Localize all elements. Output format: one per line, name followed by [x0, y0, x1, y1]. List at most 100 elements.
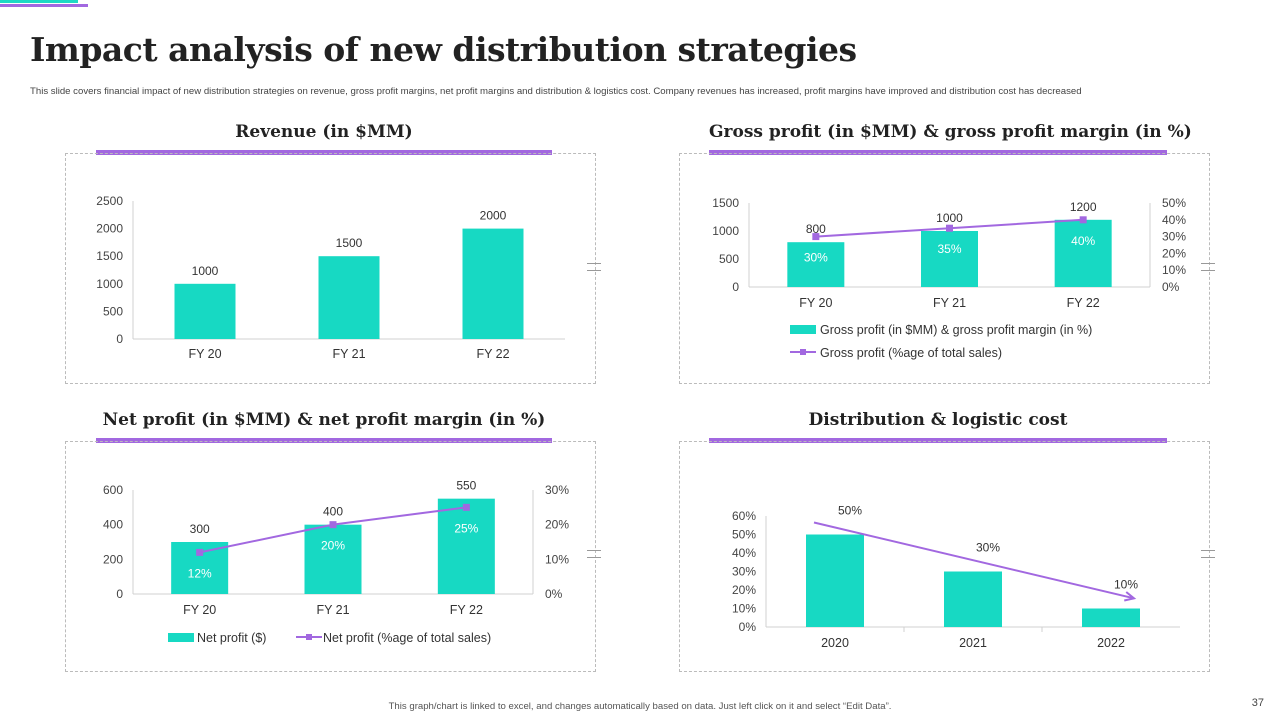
gross-legend-line-label: Gross profit (%age of total sales)	[820, 346, 1002, 360]
page-number: 37	[1251, 697, 1264, 709]
net-y-tick-label: 600	[103, 483, 123, 497]
net-legend-line-label: Net profit (%age of total sales)	[323, 631, 491, 645]
net-legend-swatch-marker	[306, 634, 312, 640]
gross-bar	[1054, 219, 1112, 287]
gross-line-point	[946, 224, 953, 232]
net-y-tick-label: 200	[103, 552, 123, 566]
revenue-y-tick-label: 2500	[96, 194, 123, 208]
gross-bar-label: 800	[806, 222, 826, 236]
net-y2-tick-label: 20%	[545, 518, 569, 532]
revenue-bar	[174, 283, 236, 339]
dist-chart-frame[interactable]	[679, 441, 1210, 672]
gross-legend-bar-label: Gross profit (in $MM) & gross profit mar…	[820, 323, 1092, 337]
page-title: Impact analysis of new distribution stra…	[30, 30, 857, 69]
gross-y-tick-label: 0	[732, 280, 739, 294]
gross-y2-tick-label: 40%	[1162, 213, 1186, 227]
gross-y-tick-label: 1000	[712, 224, 739, 238]
gross-resize-handle[interactable]	[1201, 263, 1215, 271]
net-legend-bar-label: Net profit ($)	[197, 631, 266, 645]
gross-legend-swatch-marker	[800, 349, 806, 355]
dist-bar	[1082, 608, 1140, 627]
gross-y-tick-label: 1500	[712, 196, 739, 210]
dist-y-tick-label: 10%	[732, 602, 756, 616]
dist-bar-label: 10%	[1114, 578, 1138, 592]
gross-line-point	[1079, 216, 1087, 224]
dist-x-tick-label: 2021	[959, 636, 987, 650]
revenue-y-tick-label: 1500	[96, 249, 123, 263]
gross-bar-label: 1200	[1070, 200, 1097, 214]
dist-trend-arrow-head	[1124, 591, 1137, 602]
dist-bar-label: 50%	[838, 504, 862, 518]
net-y2-tick-label: 0%	[545, 587, 563, 601]
net-x-tick-label: FY 22	[450, 603, 483, 617]
gross-bar	[787, 242, 845, 287]
net-line-point	[462, 503, 470, 511]
revenue-bar	[462, 228, 524, 339]
revenue-x-tick-label: FY 20	[188, 347, 221, 361]
net-line-label: 20%	[321, 539, 345, 553]
gross-y-tick-label: 500	[719, 252, 739, 266]
net-legend-swatch-bar	[168, 633, 194, 642]
net-y-tick-label: 0	[116, 587, 123, 601]
page-subtitle: This slide covers financial impact of ne…	[30, 86, 1082, 97]
dist-bar	[944, 571, 1002, 627]
revenue-y-tick-label: 0	[116, 332, 123, 346]
net-bar-label: 400	[323, 505, 343, 519]
revenue-resize-handle[interactable]	[587, 263, 601, 271]
revenue-chart-title: Revenue (in $MM)	[235, 122, 413, 142]
net-y2-tick-label: 30%	[545, 483, 569, 497]
net-line-point	[329, 521, 337, 529]
gross-y2-tick-label: 20%	[1162, 246, 1186, 260]
net-line-label: 25%	[454, 521, 478, 535]
revenue-y-tick-label: 500	[103, 304, 123, 318]
net-chart-title: Net profit (in $MM) & net profit margin …	[102, 410, 546, 430]
gross-x-tick-label: FY 20	[799, 296, 832, 310]
revenue-y-tick-label: 2000	[96, 222, 123, 236]
net-chart-frame[interactable]	[65, 441, 596, 672]
dist-y-tick-label: 60%	[732, 509, 756, 523]
dist-trend-arrow-line	[813, 521, 1135, 600]
accent-line-purple	[0, 4, 88, 7]
gross-y2-tick-label: 30%	[1162, 230, 1186, 244]
net-bar	[304, 524, 362, 594]
dist-chart-title: Distribution & logistic cost	[808, 410, 1068, 430]
gross-line-label: 35%	[937, 242, 961, 256]
net-title-underline	[96, 438, 552, 443]
revenue-title-underline	[96, 150, 552, 155]
dist-y-tick-label: 50%	[732, 528, 756, 542]
gross-chart-frame[interactable]	[679, 153, 1210, 384]
gross-y2-tick-label: 50%	[1162, 196, 1186, 210]
net-bar-label: 300	[190, 522, 210, 536]
dist-bar	[806, 534, 864, 627]
net-bar	[437, 498, 495, 594]
revenue-x-tick-label: FY 22	[476, 347, 509, 361]
dist-y-tick-label: 20%	[732, 583, 756, 597]
gross-title-underline	[709, 150, 1167, 155]
net-y2-tick-label: 10%	[545, 552, 569, 566]
revenue-bar-label: 1500	[336, 236, 363, 250]
net-bar-label: 550	[456, 479, 476, 493]
revenue-chart-frame[interactable]	[65, 153, 596, 384]
gross-bar-label: 1000	[936, 211, 963, 225]
dist-resize-handle[interactable]	[1201, 550, 1215, 558]
dist-y-tick-label: 0%	[739, 620, 757, 634]
revenue-bar-label: 2000	[480, 209, 507, 223]
revenue-y-tick-label: 1000	[96, 277, 123, 291]
dist-x-tick-label: 2022	[1097, 636, 1125, 650]
revenue-bar-label: 1000	[192, 264, 219, 278]
revenue-x-tick-label: FY 21	[332, 347, 365, 361]
dist-bar-label: 30%	[976, 541, 1000, 555]
gross-line-label: 30%	[804, 251, 828, 265]
net-resize-handle[interactable]	[587, 550, 601, 558]
gross-legend-swatch-bar	[790, 325, 816, 334]
gross-y2-tick-label: 0%	[1162, 280, 1180, 294]
dist-y-tick-label: 40%	[732, 546, 756, 560]
gross-x-tick-label: FY 21	[933, 296, 966, 310]
dist-title-underline	[709, 438, 1167, 443]
gross-y2-tick-label: 10%	[1162, 263, 1186, 277]
net-line-point	[196, 548, 204, 556]
